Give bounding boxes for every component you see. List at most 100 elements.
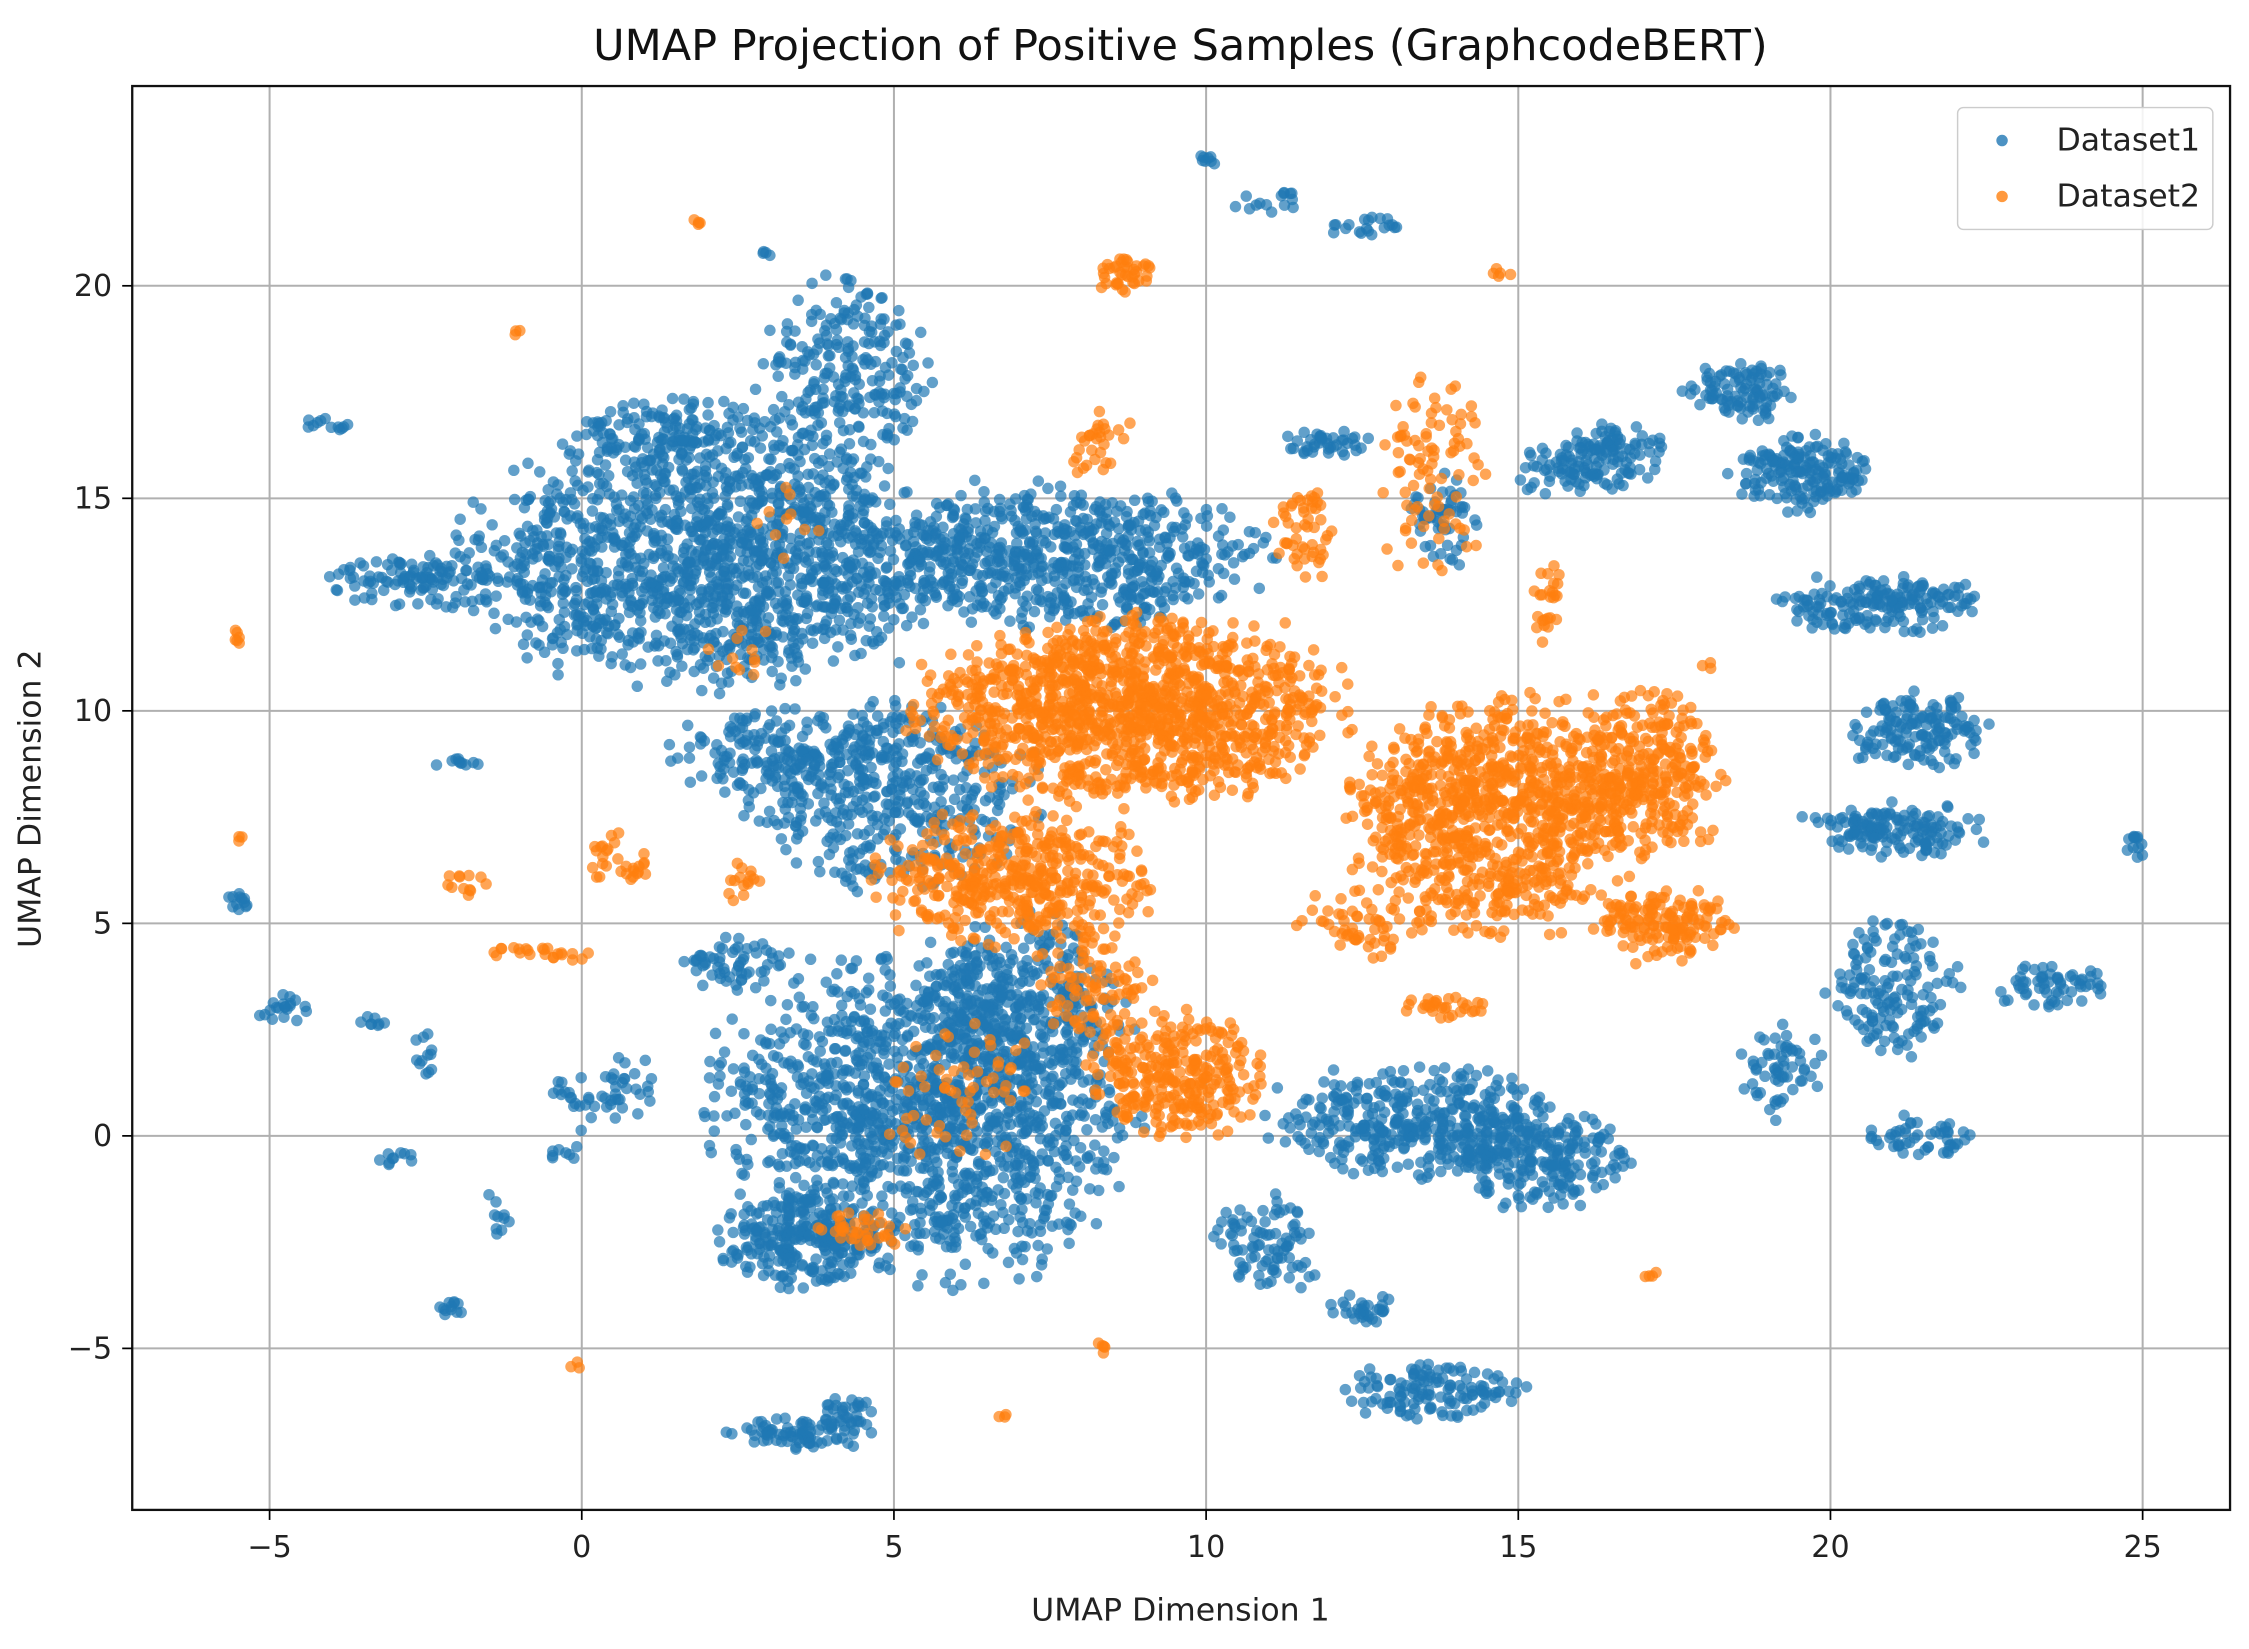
- data-point: [779, 405, 791, 418]
- data-point: [818, 797, 830, 810]
- data-point: [893, 579, 905, 592]
- data-point: [1088, 523, 1100, 536]
- data-point: [818, 397, 830, 409]
- data-point: [859, 1158, 872, 1171]
- data-point: [837, 1190, 850, 1202]
- data-point: [476, 569, 489, 582]
- data-point: [847, 1105, 860, 1117]
- data-point: [901, 1029, 914, 1042]
- data-point: [893, 523, 905, 535]
- data-point: [893, 1164, 905, 1176]
- data-point: [778, 616, 790, 628]
- data-point: [886, 1182, 899, 1195]
- data-point: [604, 405, 617, 418]
- data-point: [744, 494, 756, 507]
- data-point: [1039, 1210, 1051, 1223]
- data-point: [838, 304, 851, 317]
- data-point: [947, 774, 960, 786]
- data-point: [820, 601, 832, 613]
- data-point: [937, 521, 949, 533]
- data-point: [849, 369, 862, 382]
- data-point: [811, 1149, 824, 1162]
- data-point: [687, 395, 700, 408]
- data-point: [853, 782, 866, 795]
- data-point: [1009, 493, 1022, 505]
- data-point: [980, 1160, 993, 1172]
- data-point: [1039, 527, 1052, 539]
- data-point: [772, 736, 784, 749]
- data-point: [947, 1172, 960, 1184]
- data-point: [1087, 538, 1100, 550]
- data-point: [833, 614, 846, 627]
- data-point: [414, 571, 426, 584]
- data-point: [1073, 1096, 1085, 1109]
- data-point: [902, 558, 914, 570]
- data-point: [782, 570, 795, 582]
- data-point: [792, 973, 805, 985]
- data-point: [655, 535, 667, 547]
- data-point: [956, 800, 968, 812]
- data-point: [878, 336, 890, 349]
- data-point: [808, 745, 820, 758]
- data-point: [753, 1207, 765, 1219]
- data-point: [587, 603, 600, 615]
- data-point: [979, 794, 992, 807]
- data-point: [726, 1013, 738, 1025]
- data-point: [1049, 1117, 1062, 1130]
- data-point: [534, 466, 546, 478]
- data-point: [756, 495, 768, 507]
- data-point: [405, 558, 418, 570]
- data-point: [530, 637, 542, 649]
- data-point: [893, 657, 906, 669]
- data-point: [661, 675, 673, 687]
- data-point: [676, 660, 688, 672]
- data-point: [864, 1127, 876, 1139]
- data-point: [846, 531, 859, 543]
- data-point: [896, 602, 908, 615]
- data-point: [794, 484, 806, 496]
- data-point: [662, 461, 675, 474]
- data-point: [792, 781, 804, 793]
- data-point: [826, 1159, 839, 1172]
- data-point: [795, 761, 808, 773]
- data-point: [800, 590, 813, 602]
- data-point: [1010, 1247, 1023, 1259]
- data-point: [555, 528, 567, 541]
- data-point: [766, 492, 778, 504]
- data-point: [1182, 593, 1194, 605]
- data-point: [684, 776, 697, 788]
- data-point: [823, 448, 836, 460]
- data-point: [917, 617, 930, 630]
- data-point: [702, 409, 714, 421]
- data-point: [850, 1049, 862, 1061]
- data-point: [892, 806, 905, 819]
- data-point: [418, 581, 430, 594]
- data-point: [809, 1160, 821, 1173]
- data-point: [501, 576, 513, 588]
- data-point: [1089, 1114, 1102, 1126]
- data-point: [841, 809, 853, 821]
- data-point: [853, 421, 865, 433]
- data-point: [440, 572, 453, 584]
- data-point: [826, 761, 838, 774]
- data-point: [820, 269, 832, 281]
- data-point: [821, 835, 833, 848]
- data-point: [919, 594, 932, 607]
- data-point: [900, 619, 913, 632]
- data-point: [708, 419, 720, 432]
- data-point: [963, 1167, 975, 1180]
- data-point: [1142, 496, 1155, 508]
- data-point: [1128, 494, 1141, 507]
- data-point: [811, 1121, 823, 1133]
- data-point: [844, 424, 856, 436]
- data-point: [827, 655, 840, 667]
- data-point: [1032, 1239, 1044, 1252]
- data-point: [781, 1202, 794, 1214]
- data-point: [544, 506, 556, 519]
- data-point: [572, 479, 584, 492]
- data-point: [988, 1115, 1001, 1128]
- data-point: [709, 1027, 722, 1040]
- data-point: [741, 538, 753, 550]
- data-point: [762, 1156, 774, 1169]
- data-point: [741, 513, 753, 525]
